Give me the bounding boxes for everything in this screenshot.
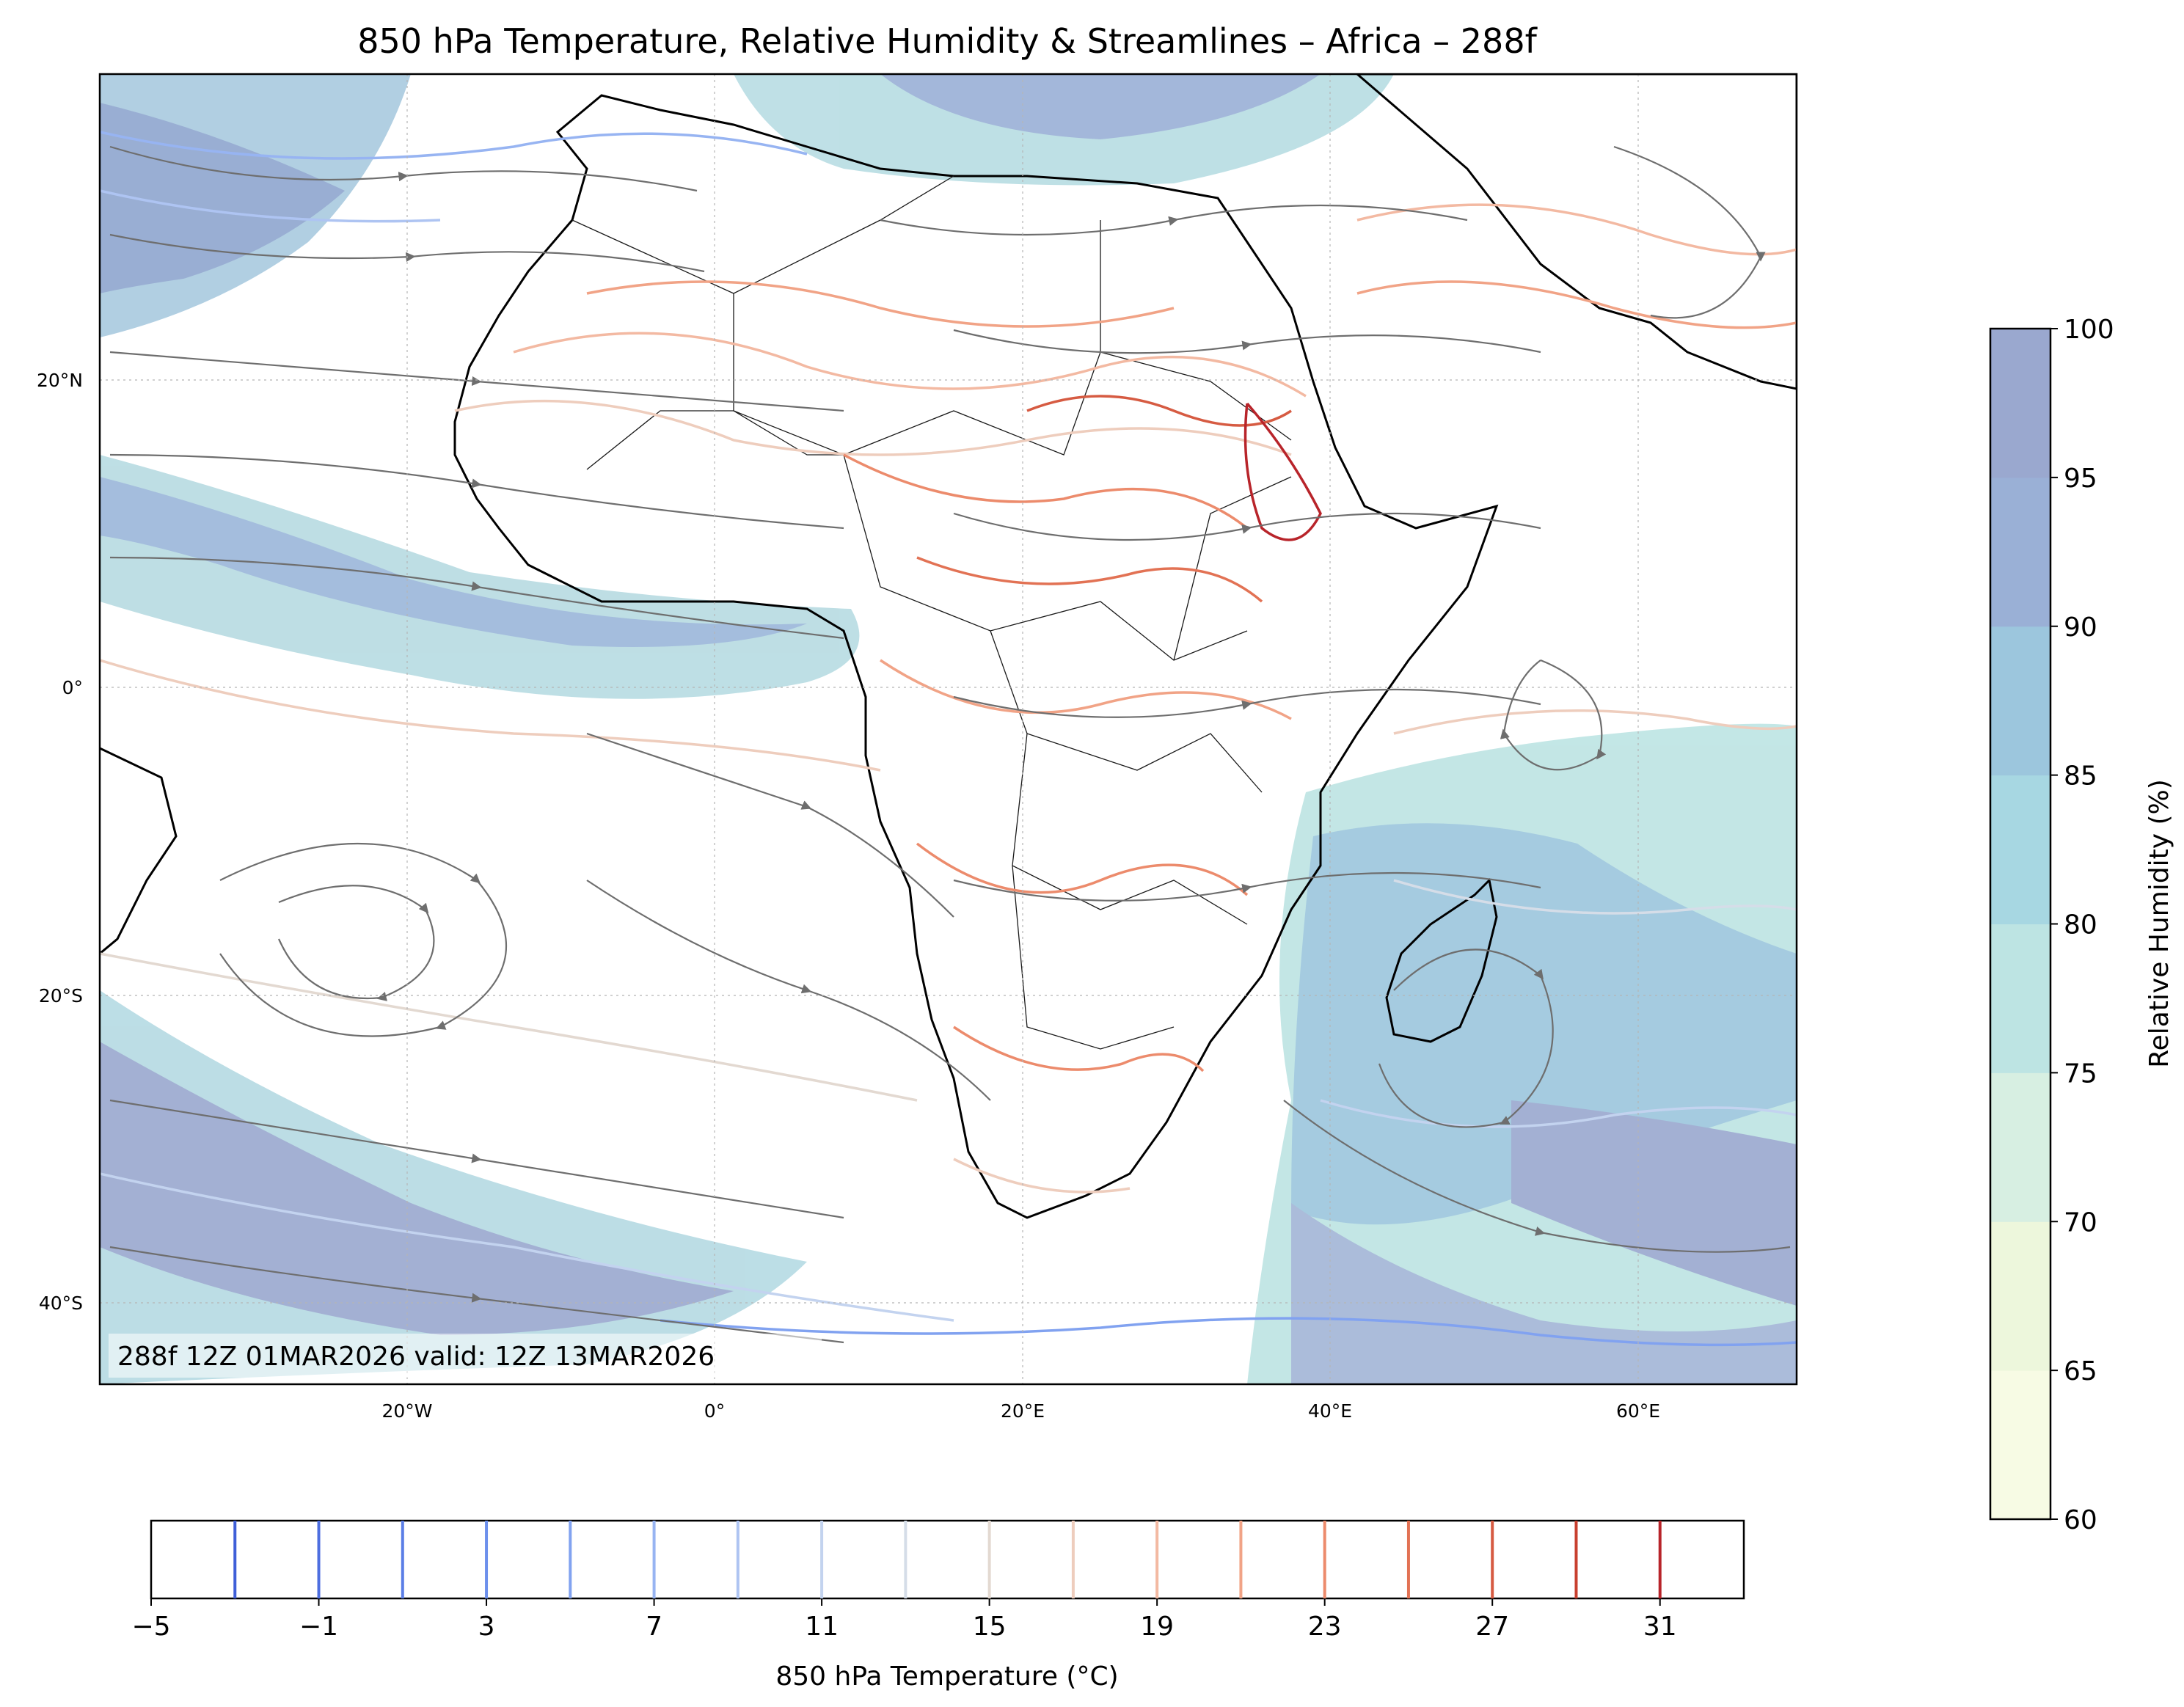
temperature-colorbar-tick-label: 7: [646, 1612, 662, 1642]
valid-time-stamp: 288f 12Z 01MAR2026 valid: 12Z 13MAR2026: [117, 1342, 715, 1372]
rh-colorbar-tick-label: 75: [2064, 1059, 2097, 1089]
arabia-coastline: [1355, 74, 1797, 390]
temperature-colorbar: −5 −1 3 7 11 15 19 23 27 31 850 hPa Temperature (…: [131, 1519, 1745, 1692]
temperature-colorbar-frame: [150, 1519, 1745, 1600]
rh-colorbar-swatch: [1990, 477, 2050, 627]
lat-tick-label: 40°S: [39, 1293, 83, 1314]
temperature-colorbar-tick-label: 15: [973, 1612, 1007, 1642]
lon-tick-labels: 20°W 0° 20°E 40°E 60°E: [381, 1400, 1660, 1422]
lat-tick-label: 20°S: [39, 985, 83, 1006]
africa-coastline: [453, 94, 1499, 1219]
temperature-colorbar-tick-label: 11: [805, 1612, 839, 1642]
rh-colorbar-swatch: [1990, 329, 2050, 478]
rh-colorbar-swatch: [1990, 1072, 2050, 1222]
rh-colorbar-tick-label: 90: [2064, 613, 2097, 643]
rh-colorbar-ticks: 60 65 70 75 80 85 90 95 100: [2050, 315, 2114, 1535]
lat-tick-label: 20°N: [37, 370, 83, 391]
map-title: 850 hPa Temperature, Relative Humidity &…: [357, 21, 1538, 61]
temperature-colorbar-tick-label: 23: [1308, 1612, 1342, 1642]
rh-colorbar-tick-label: 60: [2064, 1505, 2097, 1535]
rh-colorbar-swatch: [1990, 1370, 2050, 1520]
temperature-colorbar-tick-label: 31: [1643, 1612, 1677, 1642]
rh-colorbar-tick-label: 80: [2064, 910, 2097, 940]
temperature-colorbar-tick-label: 3: [478, 1612, 495, 1642]
lon-tick-label: 20°E: [1001, 1400, 1045, 1422]
rh-colorbar-tick-label: 95: [2064, 464, 2097, 494]
map-frame: [98, 73, 1798, 1386]
rh-colorbar: 60 65 70 75 80 85 90 95 100 Relative Humidity (%…: [1989, 315, 2174, 1535]
lon-tick-label: 0°: [704, 1400, 725, 1422]
temperature-contours: [100, 131, 1797, 1347]
rh-colorbar-swatches: [1990, 329, 2050, 1520]
rh-colorbar-label: Relative Humidity (%): [2144, 779, 2174, 1068]
temperature-colorbar-tick-label: −5: [131, 1612, 170, 1642]
temperature-colorbar-ticks: −5 −1 3 7 11 15 19 23 27 31: [131, 1598, 1677, 1642]
south-america-coastline: [100, 747, 178, 955]
temperature-colorbar-label: 850 hPa Temperature (°C): [775, 1662, 1118, 1692]
temperature-colorbar-tick-label: 19: [1140, 1612, 1174, 1642]
temperature-colorbar-tick-label: −1: [299, 1612, 338, 1642]
map-panel: 288f 12Z 01MAR2026 valid: 12Z 13MAR2026: [100, 74, 1797, 1384]
temperature-colorbar-lines: [233, 1521, 1662, 1598]
lon-tick-label: 20°W: [381, 1400, 432, 1422]
rh-colorbar-swatch: [1990, 924, 2050, 1073]
rh-colorbar-swatch: [1990, 1221, 2050, 1371]
gridlines: [100, 74, 1797, 1384]
lat-tick-labels: 20°N 0° 20°S 40°S: [37, 370, 83, 1314]
temperature-colorbar-tick-label: 27: [1475, 1612, 1509, 1642]
lon-tick-label: 60°E: [1616, 1400, 1660, 1422]
rh-colorbar-swatch: [1990, 626, 2050, 776]
rh-colorbar-tick-label: 85: [2064, 761, 2097, 792]
rh-colorbar-tick-label: 65: [2064, 1356, 2097, 1386]
rh-colorbar-tick-label: 100: [2064, 315, 2114, 345]
rh-colorbar-tick-label: 70: [2064, 1207, 2097, 1238]
rh-fill-regions: [100, 74, 1797, 1384]
lon-tick-label: 40°E: [1308, 1400, 1352, 1422]
rh-colorbar-swatch: [1990, 775, 2050, 924]
lat-tick-label: 0°: [62, 677, 83, 698]
valid-time-box: [109, 1334, 822, 1378]
streamlines: [109, 145, 1791, 1344]
